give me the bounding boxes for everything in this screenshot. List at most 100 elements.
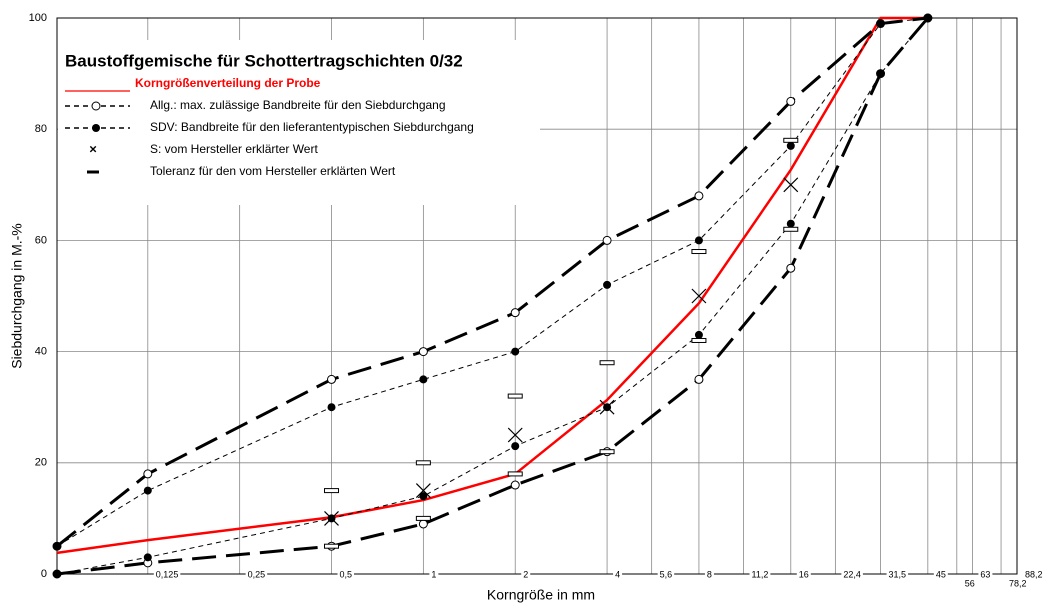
marker [786,219,795,228]
series-line [56,16,928,548]
x-tick-label: 31,5 [889,569,907,579]
x-tick-label: 8 [707,569,712,579]
legend-box [58,40,540,205]
x-tick-label-bg [886,569,909,580]
y-tick-label: 100 [29,12,47,24]
x-tick-label: 78,2 [1009,578,1027,588]
marker [599,399,615,415]
y-tick-label: 0 [41,568,47,580]
marker [415,460,431,466]
marker [603,280,612,289]
marker [876,19,885,28]
series-line [56,17,928,547]
x-tick-label-bg [978,569,993,580]
legend-marker [91,101,101,111]
legend-marker [92,124,100,132]
y-tick-label: 40 [35,346,47,358]
y-axis-title: Siebdurchgang in M.-% [9,223,25,369]
x-tick-label-bg [245,569,268,580]
x-tick-label-bg [841,569,863,580]
x-tick-label: 63 [980,569,990,579]
marker [786,141,795,150]
marker [327,374,337,384]
x-tick-label-bg [749,569,771,580]
x-tick-label: 11,2 [752,569,769,579]
x-tick-label-bg [657,569,675,580]
x-tick-label: 22,4 [843,569,861,579]
marker [783,137,799,143]
series-line [56,17,929,575]
x-tick-label-bg [521,569,531,580]
axes: 0 20 40 60 80 100 0,125 0,25 0,5 1 2 4 5,6 8 11,2 16 22,… [29,12,1045,589]
marker [691,288,707,304]
marker [92,124,100,132]
legend-label: Toleranz für den vom Hersteller erklärte… [150,164,396,178]
legend-label: SDV: Bandbreite für den lieferantentypis… [150,120,474,134]
x-tick-label: 0,5 [340,569,353,579]
x-tick-label: 56 [965,578,975,588]
x-tick-label: 16 [799,569,809,579]
legend-label: Korngrößenverteilung der Probe [135,76,321,90]
x-tick-label-bg [796,569,811,580]
marker [507,471,523,477]
legend-marker [87,170,99,174]
marker [599,360,615,366]
marker [694,330,703,339]
marker [53,542,61,551]
marker [415,483,431,499]
series-line [56,16,928,555]
marker [694,374,704,384]
legend-label: S: vom Hersteller erklärter Wert [150,142,318,156]
legend-marker [87,170,99,174]
x-tick-label: 2 [523,569,528,579]
legend-marker-x: × [89,141,97,156]
marker [511,347,520,356]
marker [324,488,340,494]
marker [783,177,799,193]
marker [143,486,152,495]
marker [418,519,428,529]
legend-marker: × [89,141,97,156]
marker [507,427,523,443]
x-tick-label-bg [153,569,181,580]
x-tick-label: 0,125 [156,569,179,579]
marker [876,69,885,78]
marker [510,308,520,318]
marker [923,14,932,22]
marker [694,191,704,201]
x-tick-label-bg [933,569,948,580]
marker [783,226,799,232]
marker [694,236,703,245]
marker [419,375,428,384]
marker [143,553,152,562]
x-tick-label-bg [429,569,439,580]
marker [415,515,431,521]
x-tick-label: 45 [936,569,946,579]
x-tick-label: 5,6 [660,569,673,579]
chart-title: Baustoffgemische für Schottertragschicht… [65,51,463,70]
x-tick-label-bg [704,569,714,580]
plot-border [56,17,1018,575]
marker [691,249,707,255]
x-tick-label-bg [962,578,977,589]
x-tick-label: 0,25 [248,569,266,579]
marker [507,393,523,399]
marker [510,480,520,490]
x-tick-label-bg [337,569,355,580]
x-tick-label: 4 [615,569,620,579]
legend-label: Allg.: max. zulässige Bandbreite für den… [150,98,446,112]
y-tick-label: 60 [35,234,47,246]
marker [53,570,61,578]
marker [691,337,707,343]
y-tick-label: 80 [35,123,47,135]
y-tick-label: 20 [35,457,47,469]
marker [324,510,339,526]
marker [418,347,428,357]
x-tick-label-bg [1023,569,1045,580]
data [52,13,933,579]
marker [599,449,615,455]
series-line [56,17,929,576]
marker [324,543,340,549]
x-axis-title: Korngröße in mm [487,587,595,603]
